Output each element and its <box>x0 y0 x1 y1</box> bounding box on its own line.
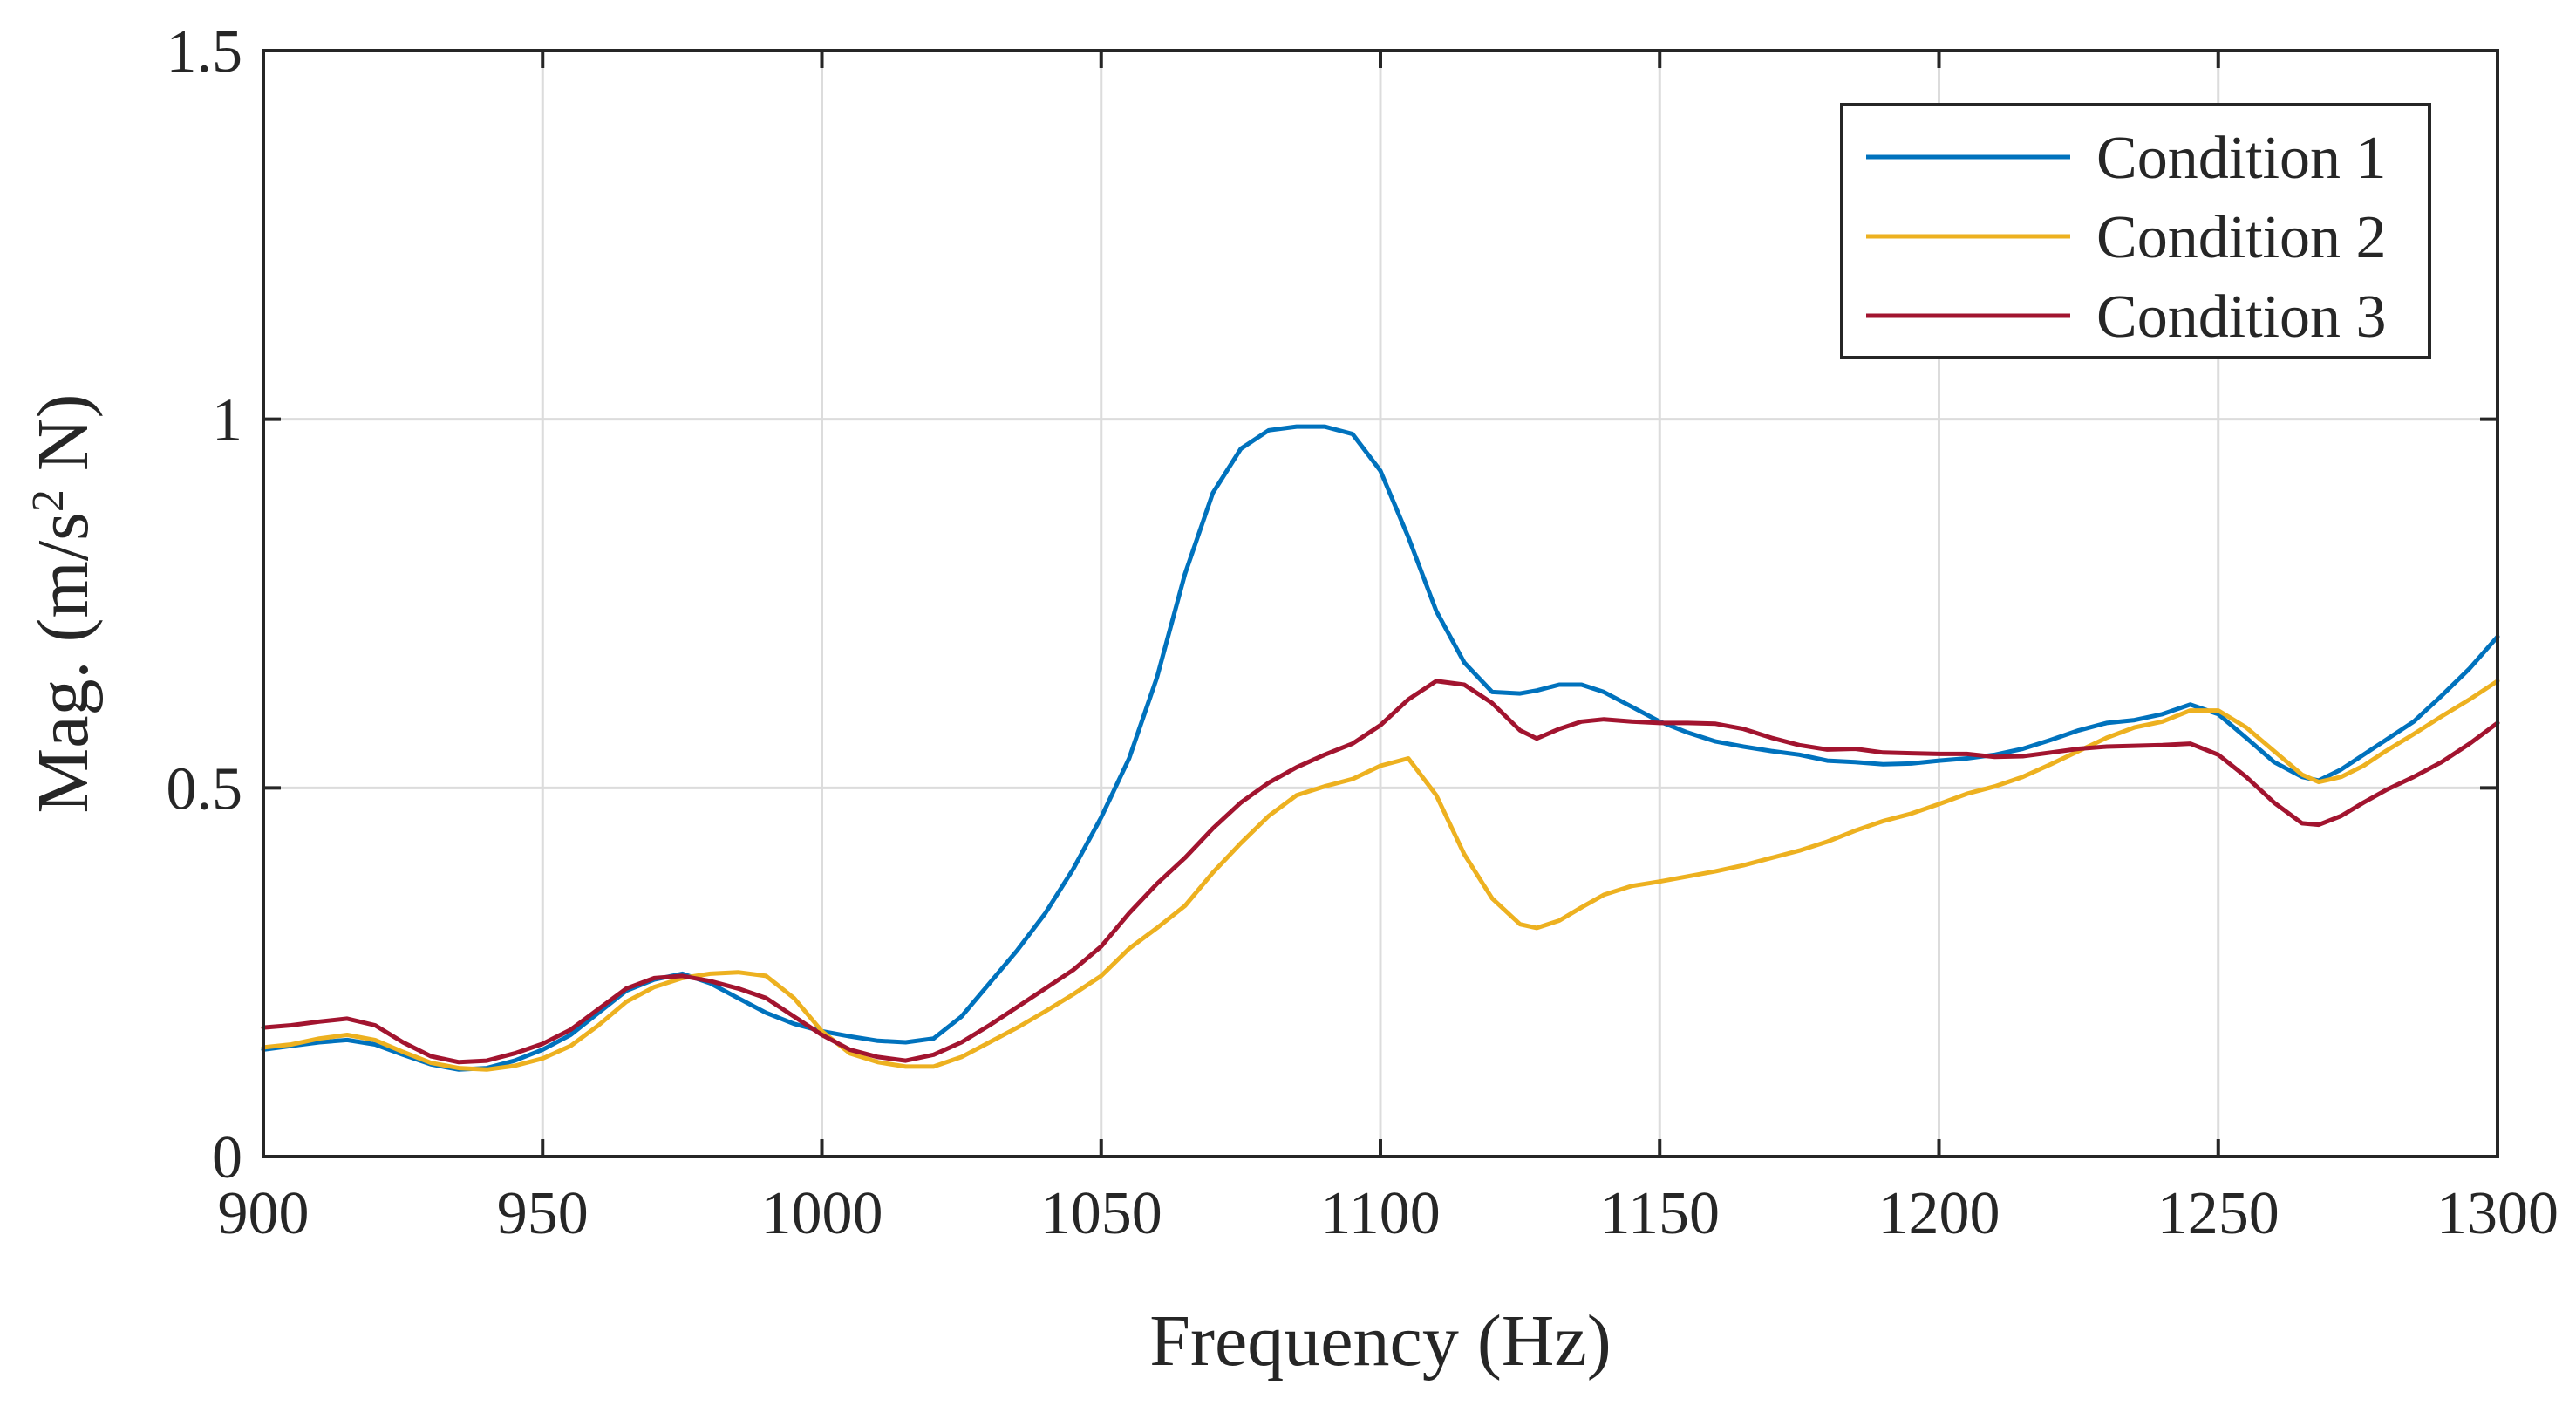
series-line-condition-3 <box>261 679 2500 1065</box>
x-tick-label: 1200 <box>1878 1180 2000 1247</box>
series-line-condition-2 <box>261 679 2500 1072</box>
series-layer <box>261 424 2500 1072</box>
y-tick-label: 1.5 <box>167 18 243 85</box>
x-tick-label: 1050 <box>1040 1180 1162 1247</box>
legend-label-condition-2: Condition 2 <box>2096 204 2387 271</box>
x-tick-label: 1000 <box>761 1180 883 1247</box>
x-tick-label: 1100 <box>1320 1180 1440 1247</box>
y-axis-label-tail: N) <box>23 394 104 490</box>
x-tick-label: 1250 <box>2157 1180 2280 1247</box>
y-tick-label: 0 <box>212 1124 242 1191</box>
x-tick-label: 900 <box>218 1180 310 1247</box>
x-tick-label: 950 <box>497 1180 589 1247</box>
x-tick-label: 1150 <box>1600 1180 1720 1247</box>
y-tick-label: 0.5 <box>167 755 243 822</box>
y-axis-label: Mag. (m/s2 N) <box>23 394 104 814</box>
legend-items: Condition 1 Condition 2 Condition 3 <box>1866 125 2387 351</box>
x-tick-label: 1300 <box>2436 1180 2559 1247</box>
y-tick-label: 1 <box>212 387 242 454</box>
legend-label-condition-3: Condition 3 <box>2096 283 2387 351</box>
tick-label-layer: 900 950 1000 1050 1100 1150 1200 1250 1300 0 0.5 1 1… <box>167 18 2559 1247</box>
y-axis-label-superscript: 2 <box>24 489 73 512</box>
ticks-layer <box>262 49 2499 1158</box>
legend: Condition 1 Condition 2 Condition 3 <box>1840 103 2431 359</box>
grid-layer <box>263 51 2498 1157</box>
legend-label-condition-1: Condition 1 <box>2096 125 2387 192</box>
x-axis-label: Frequency (Hz) <box>1149 1300 1611 1382</box>
y-axis-label-main: Mag. (m/s <box>23 512 104 813</box>
